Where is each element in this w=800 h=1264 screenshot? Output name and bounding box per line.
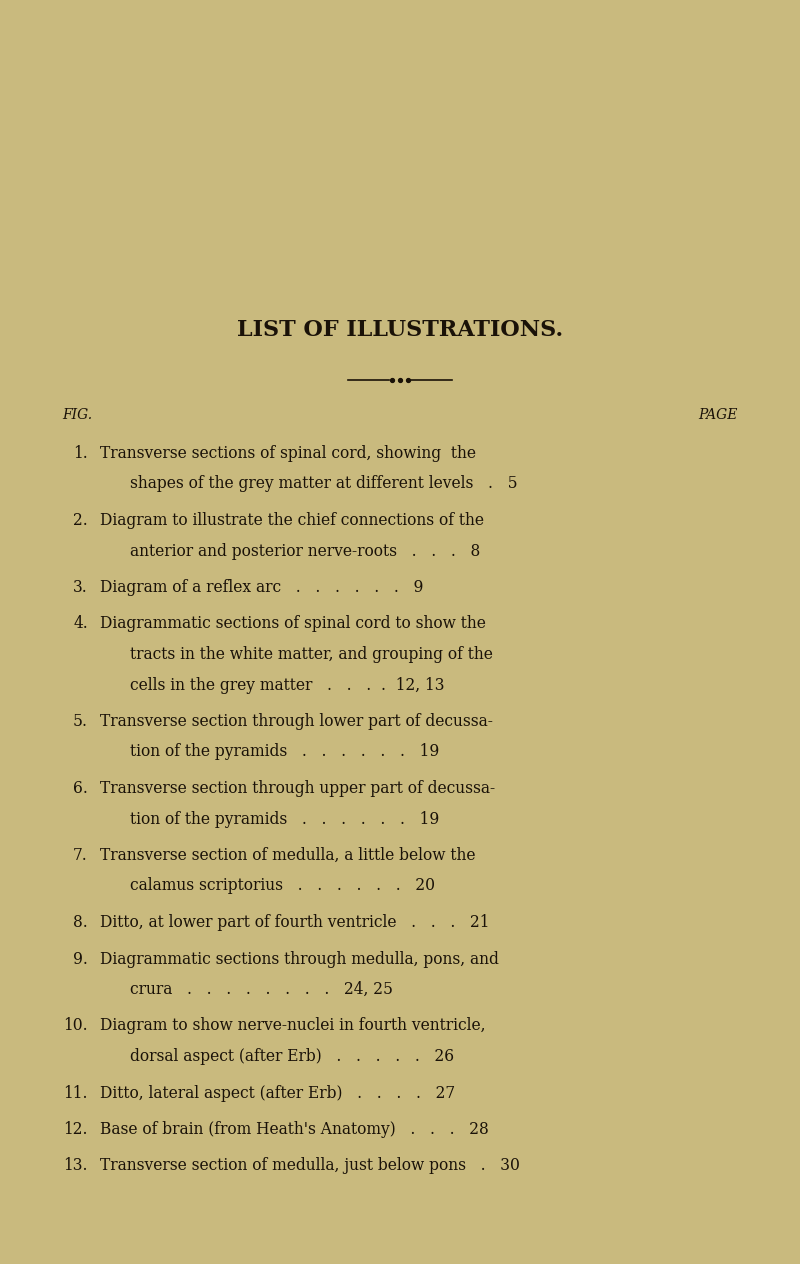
Text: Transverse sections of spinal cord, showing  the: Transverse sections of spinal cord, show…	[100, 445, 476, 463]
Text: Diagrammatic sections of spinal cord to show the: Diagrammatic sections of spinal cord to …	[100, 616, 486, 632]
Text: 10.: 10.	[63, 1018, 88, 1034]
Text: 6.: 6.	[73, 780, 88, 798]
Text: FIG.: FIG.	[62, 408, 92, 422]
Text: 4.: 4.	[74, 616, 88, 632]
Text: Diagram to show nerve-nuclei in fourth ventricle,: Diagram to show nerve-nuclei in fourth v…	[100, 1018, 486, 1034]
Text: tracts in the white matter, and grouping of the: tracts in the white matter, and grouping…	[130, 646, 493, 664]
Text: Base of brain (from Heath's Anatomy)   .   .   .   28: Base of brain (from Heath's Anatomy) . .…	[100, 1121, 489, 1138]
Text: tion of the pyramids   .   .   .   .   .   .   19: tion of the pyramids . . . . . . 19	[130, 743, 439, 761]
Text: Ditto, at lower part of fourth ventricle   .   .   .   21: Ditto, at lower part of fourth ventricle…	[100, 914, 490, 932]
Text: Diagram to illustrate the chief connections of the: Diagram to illustrate the chief connecti…	[100, 512, 484, 530]
Text: 7.: 7.	[74, 847, 88, 865]
Text: 3.: 3.	[74, 579, 88, 597]
Text: Transverse section of medulla, a little below the: Transverse section of medulla, a little …	[100, 847, 475, 865]
Text: 9.: 9.	[73, 951, 88, 967]
Text: Diagram of a reflex arc   .   .   .   .   .   .   9: Diagram of a reflex arc . . . . . . 9	[100, 579, 423, 597]
Text: 11.: 11.	[63, 1085, 88, 1101]
Text: dorsal aspect (after Erb)   .   .   .   .   .   26: dorsal aspect (after Erb) . . . . . 26	[130, 1048, 454, 1066]
Text: Diagrammatic sections through medulla, pons, and: Diagrammatic sections through medulla, p…	[100, 951, 499, 967]
Text: Transverse section of medulla, just below pons   .   30: Transverse section of medulla, just belo…	[100, 1158, 520, 1174]
Text: 1.: 1.	[74, 445, 88, 463]
Text: PAGE: PAGE	[698, 408, 738, 422]
Text: 13.: 13.	[63, 1158, 88, 1174]
Text: calamus scriptorius   .   .   .   .   .   .   20: calamus scriptorius . . . . . . 20	[130, 877, 435, 895]
Text: Ditto, lateral aspect (after Erb)   .   .   .   .   27: Ditto, lateral aspect (after Erb) . . . …	[100, 1085, 455, 1101]
Text: shapes of the grey matter at different levels   .   5: shapes of the grey matter at different l…	[130, 475, 518, 493]
Text: 5.: 5.	[73, 713, 88, 731]
Text: cells in the grey matter   .   .   .  .  12, 13: cells in the grey matter . . . . 12, 13	[130, 676, 445, 694]
Text: LIST OF ILLUSTRATIONS.: LIST OF ILLUSTRATIONS.	[237, 319, 563, 341]
Text: anterior and posterior nerve-roots   .   .   .   8: anterior and posterior nerve-roots . . .…	[130, 542, 480, 560]
Text: 2.: 2.	[74, 512, 88, 530]
Text: tion of the pyramids   .   .   .   .   .   .   19: tion of the pyramids . . . . . . 19	[130, 810, 439, 828]
Text: 12.: 12.	[63, 1121, 88, 1138]
Text: Transverse section through upper part of decussa-: Transverse section through upper part of…	[100, 780, 495, 798]
Text: Transverse section through lower part of decussa-: Transverse section through lower part of…	[100, 713, 493, 731]
Text: crura   .   .   .   .   .   .   .   .   24, 25: crura . . . . . . . . 24, 25	[130, 981, 393, 999]
Text: 8.: 8.	[74, 914, 88, 932]
